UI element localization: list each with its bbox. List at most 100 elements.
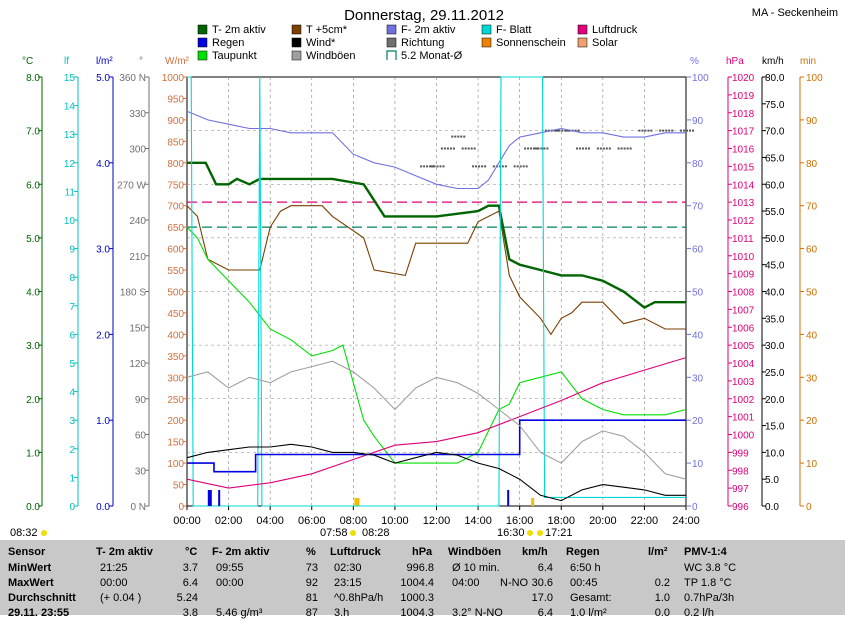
axis-tick-label: 550 bbox=[167, 266, 184, 277]
axis-tick-label: 90 bbox=[692, 116, 704, 127]
series-line bbox=[187, 419, 686, 473]
x-tick-label: 22:00 bbox=[631, 515, 659, 527]
stats-f-val: 87 bbox=[305, 607, 318, 619]
legend-label: 5.2 Monat-Ø bbox=[401, 50, 463, 62]
axis-unit-temp: °C bbox=[22, 56, 33, 67]
legend: T- 2m aktiv T +5cm* F- 2m aktiv F- Blatt Luf… bbox=[197, 24, 638, 62]
direction-point bbox=[461, 147, 464, 150]
stats-r-val: 0.0 bbox=[654, 607, 670, 619]
time-sunset: 08:28 bbox=[362, 527, 390, 539]
x-tick-label: 24:00 bbox=[672, 515, 700, 527]
direction-point bbox=[602, 147, 605, 150]
axis-tick-label: 2.0 bbox=[96, 330, 110, 341]
stats-header-row: Sensor T- 2m aktiv °C F- 2m aktiv % Luft… bbox=[0, 546, 845, 560]
direction-point bbox=[599, 147, 602, 150]
series-line bbox=[187, 76, 686, 507]
axis-tick-label: 4.0 bbox=[96, 159, 110, 170]
legend-swatch bbox=[291, 24, 302, 35]
direction-point bbox=[588, 147, 591, 150]
axis-tick-label: 2.0 bbox=[26, 395, 40, 406]
x-tick-label: 08:00 bbox=[340, 515, 368, 527]
stats-header-gust: Windböen bbox=[448, 546, 502, 558]
stats-f-val: 73 bbox=[305, 562, 318, 574]
sun-icon bbox=[537, 530, 543, 536]
sunshine-bar bbox=[356, 498, 360, 506]
time-sunrise: 07:58 bbox=[320, 527, 348, 539]
direction-point bbox=[504, 165, 507, 168]
axis-tick-label: 1006 bbox=[732, 323, 755, 334]
stats-g-val: 6.4 bbox=[537, 607, 553, 619]
axis-tick-label: 7 bbox=[69, 302, 75, 313]
direction-point bbox=[561, 129, 564, 132]
direction-point bbox=[501, 165, 504, 168]
x-tick-label: 04:00 bbox=[256, 515, 284, 527]
stats-pmv: 0.7hPa/3h bbox=[684, 592, 735, 604]
direction-point bbox=[540, 147, 543, 150]
axis-unit-dir: ° bbox=[139, 56, 143, 67]
direction-point bbox=[440, 147, 443, 150]
axis-tick-label: 35.0 bbox=[765, 314, 785, 325]
direction-point bbox=[623, 147, 626, 150]
stats-label: MinWert bbox=[8, 562, 52, 574]
stats-f-time: 00:00 bbox=[216, 577, 244, 589]
x-tick-label: 20:00 bbox=[589, 515, 617, 527]
axis-unit-min: min bbox=[800, 56, 816, 67]
axis-tick-label: 330 bbox=[129, 109, 146, 120]
direction-point bbox=[475, 165, 478, 168]
legend-swatch bbox=[197, 24, 208, 35]
axis-tick-label: 100 bbox=[806, 73, 823, 84]
stats-header-press-unit: hPa bbox=[412, 546, 433, 558]
axis-tick-label: 5 bbox=[69, 359, 75, 370]
axis-tick-label: 4.0 bbox=[26, 288, 40, 299]
direction-point bbox=[683, 129, 685, 132]
direction-point bbox=[527, 147, 530, 150]
axis-tick-label: 150 bbox=[167, 438, 184, 449]
axis-tick-label: 210 bbox=[129, 252, 146, 263]
stats-header-rain-unit: l/m² bbox=[648, 546, 668, 558]
axis-tick-label: 1001 bbox=[732, 413, 755, 424]
series-line bbox=[186, 205, 686, 336]
axis-tick-label: 996 bbox=[732, 502, 749, 513]
axis-tick-label: 90 bbox=[135, 395, 147, 406]
axis-tick-label: 40.0 bbox=[765, 288, 785, 299]
axis-tick-label: 14 bbox=[64, 102, 76, 113]
stats-row: Durchschnitt (+ 0.04 ) 5.24 81 ^0.8hPa/h 1000… bbox=[0, 592, 845, 606]
axis-tick-label: 50 bbox=[806, 288, 818, 299]
axis-tick-label: 600 bbox=[167, 245, 184, 256]
axis-tick-label: 90 bbox=[806, 116, 818, 127]
direction-point bbox=[449, 147, 452, 150]
direction-point bbox=[692, 129, 694, 132]
stats-p-val: 1004.4 bbox=[400, 577, 434, 589]
legend-swatch bbox=[197, 37, 208, 48]
rain-bar bbox=[207, 490, 212, 506]
axis-tick-label: 1 bbox=[69, 473, 75, 484]
stats-p-val: 1004.3 bbox=[400, 607, 434, 619]
series-layer bbox=[186, 76, 694, 507]
stats-r-a: Gesamt: bbox=[570, 592, 612, 604]
direction-point bbox=[481, 165, 484, 168]
axis-tick-label: 1009 bbox=[732, 270, 755, 281]
stats-header-press: Luftdruck bbox=[330, 546, 381, 558]
axis-tick-label: 60.0 bbox=[765, 180, 785, 191]
axis-tick-label: 70 bbox=[806, 202, 818, 213]
axis-tick-label: 1008 bbox=[732, 288, 755, 299]
direction-point bbox=[513, 165, 516, 168]
axis-tick-label: 997 bbox=[732, 484, 749, 495]
stats-label: MaxWert bbox=[8, 577, 54, 589]
direction-point bbox=[543, 147, 546, 150]
axis-tick-label: 0 bbox=[178, 502, 184, 513]
axis-tick-label: 0.0 bbox=[765, 502, 779, 513]
direction-point bbox=[534, 147, 537, 150]
stats-p-time: 23:15 bbox=[334, 577, 362, 589]
legend-label: Wind* bbox=[306, 37, 336, 49]
direction-point bbox=[522, 165, 525, 168]
direction-point bbox=[498, 165, 501, 168]
direction-point bbox=[533, 147, 536, 150]
sunshine-bar bbox=[531, 498, 535, 506]
direction-point bbox=[576, 147, 579, 150]
axis-tick-label: 40 bbox=[806, 330, 818, 341]
direction-point bbox=[605, 147, 608, 150]
stats-header-pmv: PMV-1:4 bbox=[684, 546, 727, 558]
direction-point bbox=[585, 147, 588, 150]
series-line bbox=[186, 360, 687, 480]
